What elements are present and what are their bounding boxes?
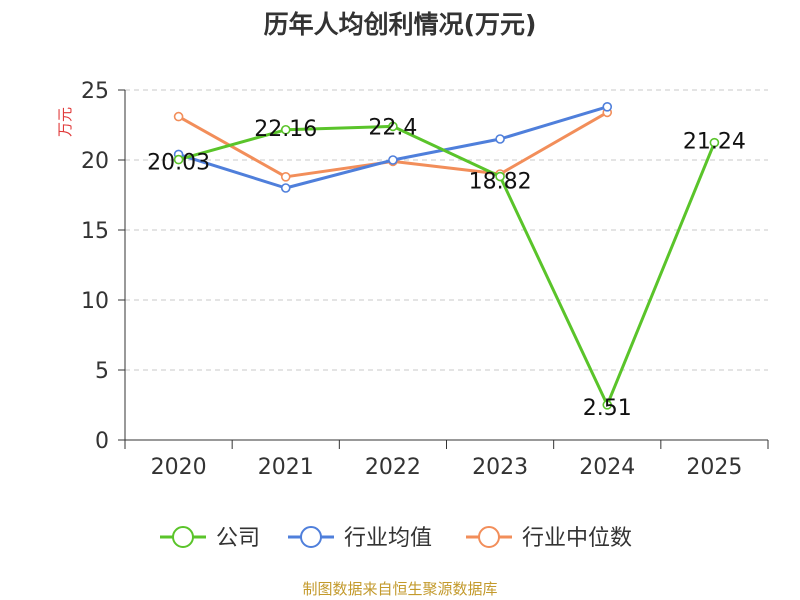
series-point-2 (280, 172, 291, 182)
y-tick-label: 15 (81, 219, 109, 244)
x-tick-label: 2023 (472, 455, 528, 480)
data-labels: 20.03 22.16 22.4 18.82 2.51 21.24 (147, 115, 746, 420)
legend-item-1[interactable]: 行业均值 (288, 526, 432, 551)
legend-swatch-marker (300, 526, 322, 548)
x-tick-label: 2024 (579, 455, 635, 480)
series-point-1 (602, 102, 613, 112)
chart-title: 历年人均创利情况(万元) (264, 10, 537, 39)
legend-swatch-marker (172, 526, 194, 548)
data-label: 22.4 (368, 115, 417, 140)
legend-item-2[interactable]: 行业中位数 (466, 526, 632, 551)
legend-label: 公司 (216, 526, 260, 551)
y-tick-label: 25 (81, 79, 109, 104)
legend-label: 行业均值 (344, 526, 432, 551)
series-point-0 (388, 121, 398, 132)
series-point-0 (495, 171, 505, 182)
series-point-1 (388, 155, 398, 165)
series-point-0 (709, 137, 720, 148)
legend-item-0[interactable]: 公司 (160, 526, 260, 551)
series-point-0 (173, 154, 184, 165)
x-tick-label: 2022 (365, 455, 421, 480)
series-line-0 (178, 124, 716, 407)
series-point-1 (280, 183, 291, 193)
series-point-2 (173, 111, 184, 122)
legend: 公司 行业均值 行业中位数 (160, 526, 632, 551)
data-label: 22.16 (254, 117, 317, 142)
series-point-0 (280, 124, 291, 135)
grid-lines (125, 89, 768, 371)
series-lines (173, 102, 720, 410)
y-tick-label: 5 (95, 359, 109, 384)
series-point-1 (495, 134, 505, 144)
data-label: 20.03 (147, 151, 210, 176)
data-label: 2.51 (583, 396, 632, 421)
series-point-0 (602, 400, 613, 410)
legend-label: 行业中位数 (522, 526, 632, 551)
x-tick-label: 2025 (686, 455, 742, 480)
y-tick-label: 10 (81, 289, 109, 314)
legend-swatch-marker (478, 526, 500, 548)
x-tick-label: 2020 (151, 455, 207, 480)
data-source-footer: 制图数据来自恒生聚源数据库 (302, 580, 497, 598)
y-tick-label: 0 (95, 429, 109, 454)
y-tick-label: 20 (81, 149, 109, 174)
data-label: 21.24 (683, 130, 746, 155)
y-axis-unit-label: 万元 (56, 107, 74, 137)
data-label: 18.82 (469, 170, 532, 195)
x-tick-label: 2021 (258, 455, 314, 480)
